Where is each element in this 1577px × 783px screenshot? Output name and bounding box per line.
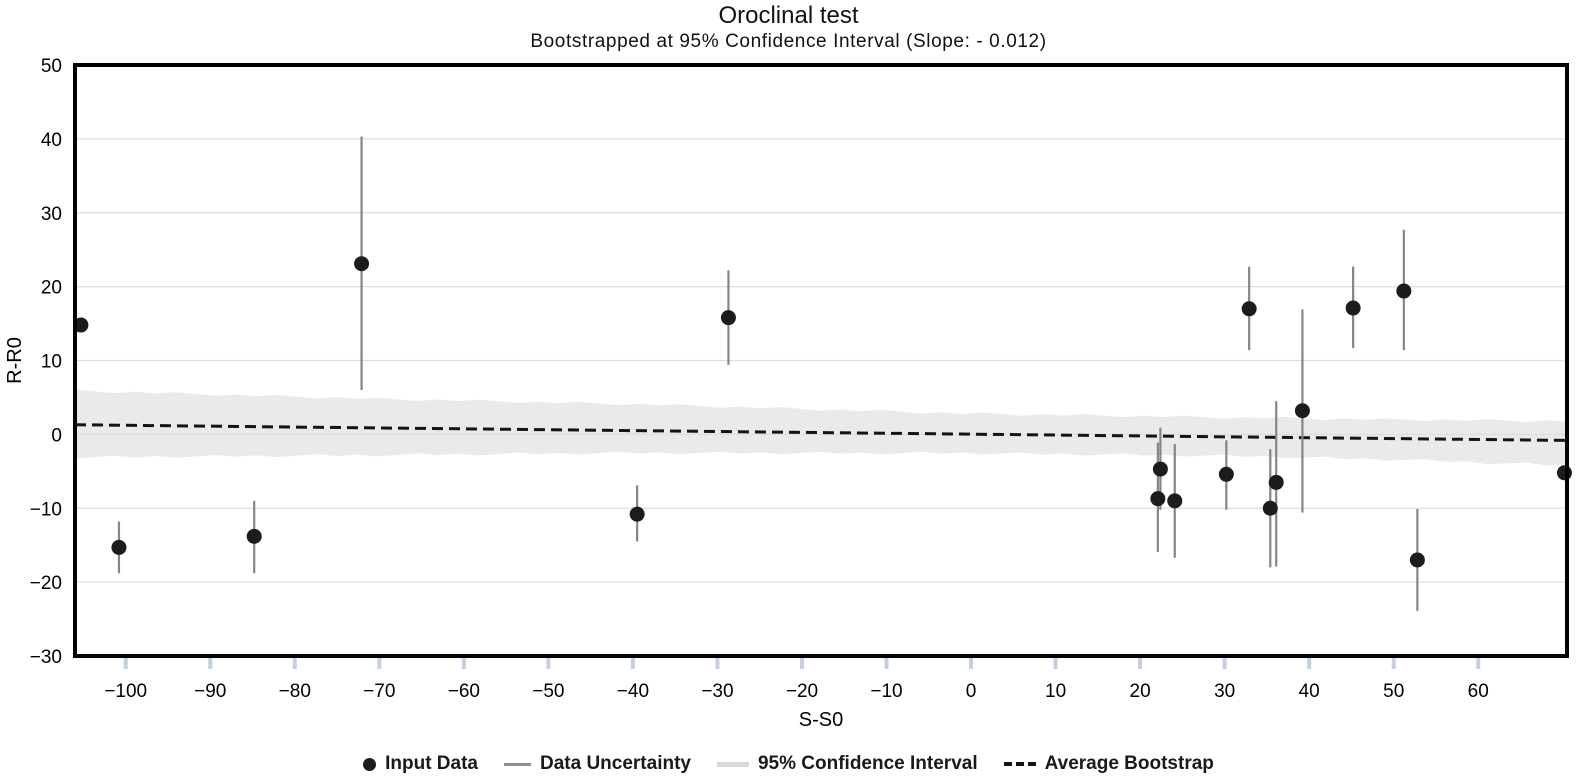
legend-item-average-bootstrap: Average Bootstrap (1003, 753, 1214, 775)
data-point (111, 539, 127, 555)
y-tick-label: 50 (41, 56, 62, 77)
data-point (1262, 500, 1278, 516)
data-point (629, 506, 645, 522)
data-point (1218, 466, 1234, 482)
x-tick-label: −30 (701, 681, 733, 702)
data-point (1556, 465, 1572, 481)
data-point (73, 317, 89, 333)
chart-legend: Input Data Data Uncertainty 95% Confiden… (0, 748, 1577, 780)
y-tick-label: 40 (41, 130, 62, 151)
data-point (1167, 493, 1183, 509)
x-tick-label: −10 (870, 681, 902, 702)
axis-frame (73, 63, 1569, 658)
y-tick-label: −10 (30, 499, 62, 520)
data-point (246, 528, 262, 544)
x-tick-label: −70 (363, 681, 395, 702)
legend-label: Average Bootstrap (1044, 753, 1214, 774)
x-tick-label: 60 (1468, 681, 1489, 702)
x-tick-label: 50 (1383, 681, 1404, 702)
x-axis-label: S-S0 (799, 709, 843, 731)
x-tick-label: −90 (194, 681, 226, 702)
x-tick-label: 0 (966, 681, 977, 702)
x-tick-label: −60 (448, 681, 480, 702)
x-tick-label: −50 (532, 681, 564, 702)
y-tick-label: −30 (30, 647, 62, 668)
y-tick-label: 0 (51, 425, 62, 446)
data-point (1150, 491, 1166, 507)
x-tick-label: 10 (1045, 681, 1066, 702)
data-uncertainty-marker-icon (503, 762, 531, 766)
chart-subtitle: Bootstrapped at 95% Confidence Interval … (530, 31, 1047, 52)
data-point (720, 310, 736, 326)
data-point (1241, 301, 1257, 317)
x-tick-label: 30 (1214, 681, 1235, 702)
data-point (1152, 461, 1168, 477)
y-tick-label: 20 (41, 278, 62, 299)
data-point (354, 256, 370, 272)
x-tick-label: −80 (279, 681, 311, 702)
data-point (1294, 403, 1310, 419)
legend-item-data-uncertainty: Data Uncertainty (503, 753, 691, 775)
chart-title: Oroclinal test (718, 2, 859, 29)
x-tick-label: −40 (617, 681, 649, 702)
data-point (1409, 552, 1425, 568)
average-bootstrap-marker-icon (1003, 762, 1036, 766)
ci-band (75, 389, 1567, 466)
x-tick-label: 40 (1299, 681, 1320, 702)
x-tick-label: −20 (786, 681, 818, 702)
data-point (1268, 474, 1284, 490)
y-tick-label: 10 (41, 352, 62, 373)
data-point (1396, 283, 1412, 299)
confidence-interval-marker-icon (716, 761, 749, 767)
y-tick-label: −20 (30, 573, 62, 594)
input-data-marker-icon (363, 757, 377, 771)
legend-item-confidence-interval: 95% Confidence Interval (716, 753, 978, 775)
legend-label: Data Uncertainty (539, 753, 691, 774)
y-axis-label: R-R0 (4, 337, 26, 384)
x-tick-label: −100 (104, 681, 147, 702)
data-point (1345, 300, 1361, 316)
legend-item-input-data: Input Data (363, 753, 478, 775)
legend-label: Input Data (385, 753, 478, 774)
legend-label: 95% Confidence Interval (757, 753, 978, 774)
x-tick-label: 20 (1130, 681, 1151, 702)
average-bootstrap-line (74, 423, 1568, 442)
y-tick-label: 30 (41, 204, 62, 225)
